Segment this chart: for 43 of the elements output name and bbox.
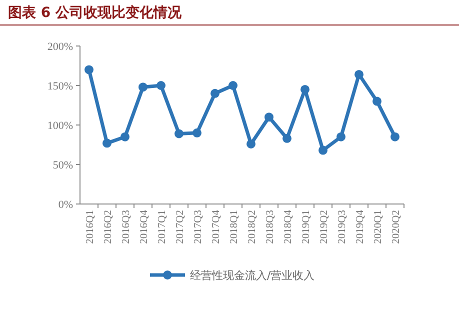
x-tick-label: 2020Q1 bbox=[373, 210, 384, 244]
point bbox=[138, 82, 148, 92]
x-tick-label: 2016Q4 bbox=[139, 209, 150, 244]
x-tick-label: 2018Q1 bbox=[229, 210, 240, 244]
x-tick-label: 2020Q2 bbox=[391, 210, 402, 244]
y-tick-label: 200% bbox=[47, 40, 73, 53]
point bbox=[282, 134, 292, 143]
x-tick-label: 2017Q2 bbox=[175, 210, 186, 244]
point bbox=[84, 65, 94, 74]
point bbox=[354, 70, 364, 79]
x-tick-label: 2019Q2 bbox=[319, 210, 330, 244]
point bbox=[318, 146, 328, 155]
point bbox=[156, 81, 166, 90]
x-tick-label: 2016Q1 bbox=[85, 210, 96, 244]
point bbox=[336, 132, 346, 142]
x-tick-label: 2017Q3 bbox=[193, 210, 204, 244]
point bbox=[246, 139, 256, 148]
x-tick-label: 2018Q4 bbox=[283, 209, 294, 244]
point bbox=[210, 88, 220, 98]
y-tick-label: 0% bbox=[58, 198, 73, 211]
x-tick-label: 2017Q1 bbox=[157, 210, 168, 244]
x-tick-label: 2019Q3 bbox=[337, 210, 348, 244]
x-tick-label: 2019Q1 bbox=[301, 210, 312, 244]
x-tick-label: 2019Q4 bbox=[355, 209, 366, 244]
point bbox=[228, 81, 238, 90]
legend-label: 经营性现金流入/营业收入 bbox=[190, 268, 315, 282]
x-tick-label: 2018Q2 bbox=[247, 210, 258, 244]
point bbox=[372, 96, 382, 106]
point bbox=[300, 84, 310, 94]
point bbox=[390, 132, 400, 142]
x-tick-label: 2016Q3 bbox=[121, 210, 132, 244]
x-tick-label: 2018Q3 bbox=[265, 210, 276, 244]
y-tick-label: 150% bbox=[47, 80, 73, 92]
x-tick-label: 2016Q2 bbox=[103, 210, 114, 244]
chart-title: 图表 6 公司收现比变化情况 bbox=[8, 4, 182, 21]
point bbox=[102, 138, 112, 148]
point bbox=[192, 128, 202, 138]
x-tick-label: 2017Q4 bbox=[211, 209, 222, 244]
point bbox=[174, 129, 184, 138]
point bbox=[120, 132, 130, 142]
y-tick-label: 50% bbox=[52, 159, 73, 172]
y-tick-label: 100% bbox=[47, 120, 73, 132]
point bbox=[264, 112, 274, 122]
